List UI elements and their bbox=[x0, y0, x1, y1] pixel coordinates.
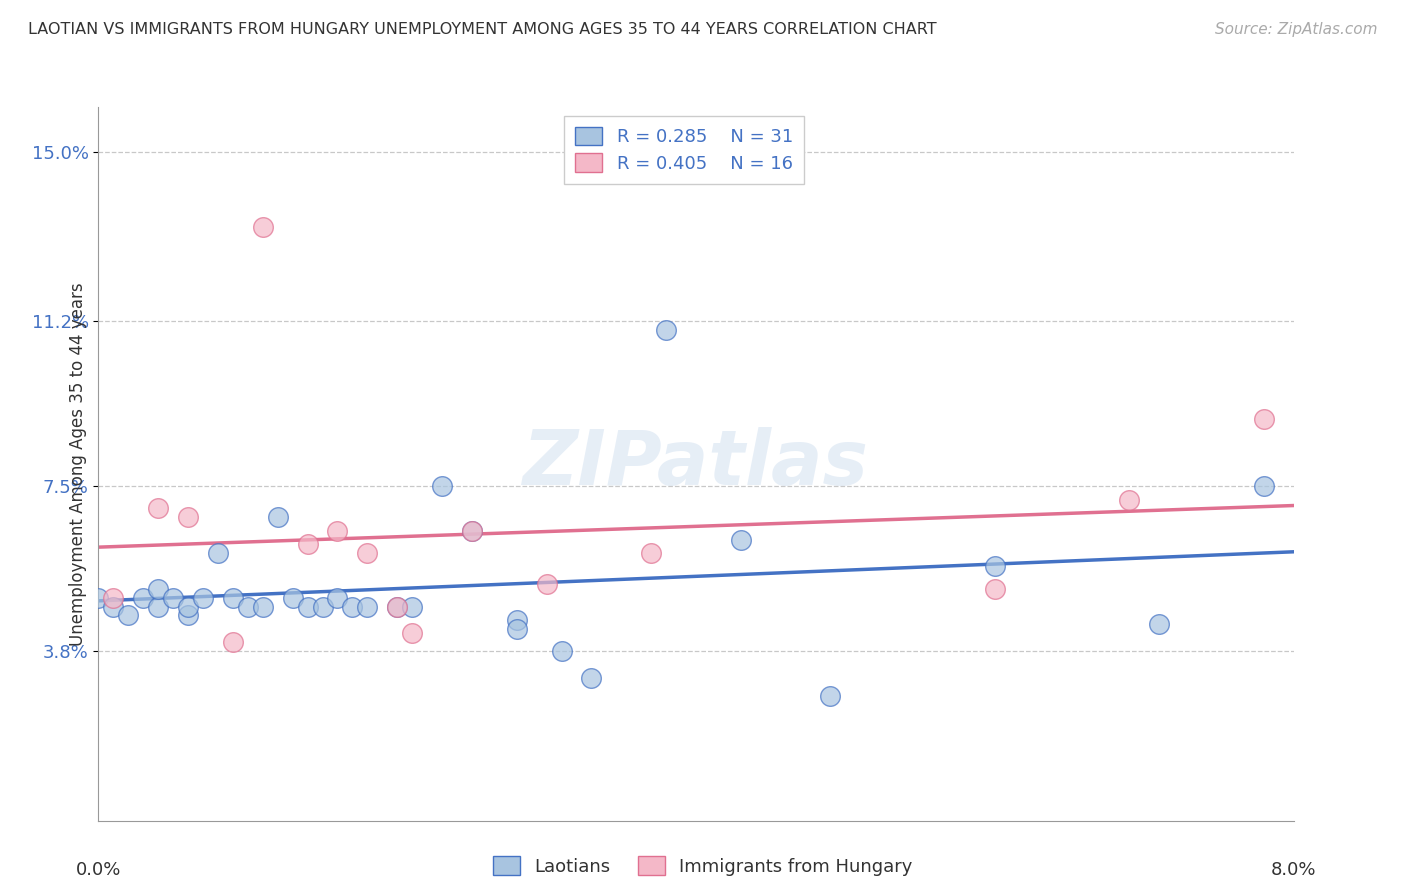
Point bbox=[640, 546, 662, 560]
Point bbox=[222, 591, 245, 605]
Point bbox=[1253, 479, 1275, 493]
Point bbox=[1253, 412, 1275, 426]
Point bbox=[252, 220, 274, 235]
Text: LAOTIAN VS IMMIGRANTS FROM HUNGARY UNEMPLOYMENT AMONG AGES 35 TO 44 YEARS CORREL: LAOTIAN VS IMMIGRANTS FROM HUNGARY UNEMP… bbox=[28, 22, 936, 37]
Point bbox=[536, 577, 558, 591]
Point bbox=[356, 599, 378, 614]
Legend: R = 0.285    N = 31, R = 0.405    N = 16: R = 0.285 N = 31, R = 0.405 N = 16 bbox=[564, 116, 804, 184]
Point bbox=[342, 599, 364, 614]
Text: 0.0%: 0.0% bbox=[76, 861, 121, 879]
Point bbox=[148, 501, 170, 516]
Point bbox=[1147, 617, 1170, 632]
Point bbox=[103, 599, 125, 614]
Point bbox=[252, 599, 274, 614]
Point bbox=[236, 599, 259, 614]
Point bbox=[401, 626, 423, 640]
Point bbox=[506, 613, 529, 627]
Text: Source: ZipAtlas.com: Source: ZipAtlas.com bbox=[1215, 22, 1378, 37]
Point bbox=[297, 537, 319, 551]
Point bbox=[87, 591, 110, 605]
Point bbox=[326, 524, 349, 538]
Text: ZIPatlas: ZIPatlas bbox=[523, 427, 869, 500]
Point bbox=[385, 599, 409, 614]
Point bbox=[162, 591, 184, 605]
Point bbox=[983, 559, 1005, 574]
Point bbox=[581, 671, 603, 685]
Point bbox=[311, 599, 333, 614]
Point bbox=[461, 524, 484, 538]
Point bbox=[222, 635, 245, 649]
Text: 8.0%: 8.0% bbox=[1271, 861, 1316, 879]
Point bbox=[267, 510, 290, 524]
Point bbox=[356, 546, 378, 560]
Point bbox=[148, 599, 170, 614]
Point bbox=[326, 591, 349, 605]
Y-axis label: Unemployment Among Ages 35 to 44 years: Unemployment Among Ages 35 to 44 years bbox=[69, 282, 87, 646]
Point bbox=[550, 644, 572, 658]
Point bbox=[430, 479, 453, 493]
Point bbox=[207, 546, 229, 560]
Point bbox=[177, 510, 200, 524]
Point bbox=[401, 599, 423, 614]
Point bbox=[191, 591, 214, 605]
Point bbox=[103, 591, 125, 605]
Point bbox=[148, 582, 170, 596]
Point bbox=[820, 689, 842, 703]
Point bbox=[461, 524, 484, 538]
Point bbox=[655, 323, 678, 337]
Point bbox=[730, 533, 752, 547]
Point bbox=[506, 622, 529, 636]
Point bbox=[177, 599, 200, 614]
Point bbox=[132, 591, 155, 605]
Point bbox=[983, 582, 1005, 596]
Point bbox=[281, 591, 304, 605]
Point bbox=[177, 608, 200, 623]
Point bbox=[385, 599, 409, 614]
Point bbox=[297, 599, 319, 614]
Legend: Laotians, Immigrants from Hungary: Laotians, Immigrants from Hungary bbox=[486, 849, 920, 883]
Point bbox=[117, 608, 139, 623]
Point bbox=[1118, 492, 1140, 507]
